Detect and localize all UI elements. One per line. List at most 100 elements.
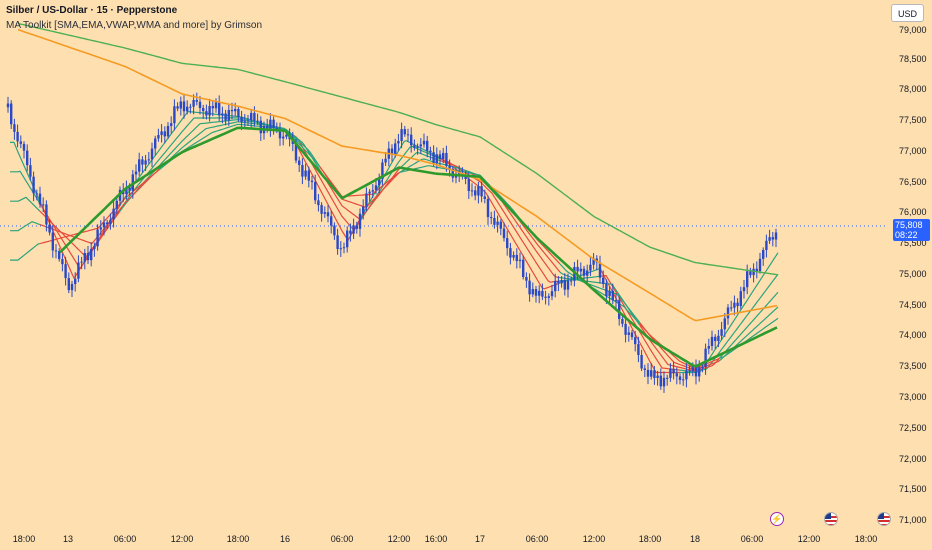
candle-body [755,268,758,272]
orange-ma-line [17,28,778,322]
candle-body [682,379,685,381]
candle-body [762,250,765,259]
candle-body [502,228,506,239]
candle-body [512,254,515,258]
candle-body [147,159,150,161]
candle-body [221,113,224,116]
us-flag-icon[interactable] [824,512,838,526]
ribbon-ma-line [559,271,601,289]
candle-body [474,190,477,196]
y-tick: 74,000 [899,330,927,340]
candle-body [339,248,342,250]
x-tick: 18 [689,534,701,544]
candle-body [301,165,304,177]
candle-body [67,278,70,291]
us-flag-icon[interactable] [877,512,891,526]
candle-body [518,259,522,262]
candle-body [653,370,656,379]
candle-body [528,280,531,295]
candle-body [730,307,733,309]
candle-body [522,259,525,277]
candle-body [378,178,381,186]
candle-body [435,154,438,163]
candle-body [675,373,678,377]
candle-body [138,159,141,172]
candle-body [694,366,698,377]
candle-body [10,103,13,125]
candle-body [541,290,544,297]
candle-body [202,108,205,112]
candle-body [445,152,448,166]
candle-body [598,262,602,278]
candle-body [550,291,554,297]
candle-body [13,124,16,132]
ribbon-ma-line [199,121,241,134]
candle-body [742,287,746,292]
ribbon-ma-line [10,170,41,204]
candle-body [390,148,394,155]
candle-body [733,302,736,308]
candle-body [646,369,650,377]
x-tick: 17 [474,534,486,544]
ribbon-ma-line [519,220,561,273]
candle-body [35,193,38,195]
candle-body [176,106,179,109]
y-tick: 76,000 [899,207,927,217]
candle-body [58,251,61,260]
x-tick: 12:00 [797,534,821,544]
ribbon-ma-line [10,141,41,202]
candle-body [624,323,627,335]
candle-body [557,280,560,284]
candle-body [669,368,672,378]
candle-body [416,146,419,148]
candle-body [685,370,688,380]
candle-body [285,134,288,137]
candle-body [86,252,90,261]
candle-body [80,261,83,263]
candle-body [586,270,589,276]
candle-body [547,296,550,298]
candle-body [234,108,237,112]
candle-body [42,204,45,206]
candle-body [525,276,528,281]
candle-body [272,119,275,128]
candle-body [96,229,99,247]
lightning-icon[interactable]: ⚡ [770,512,784,526]
indicator-label[interactable]: MA Toolkit [SMA,EMA,VWAP,WMA and more] b… [6,20,263,31]
candle-body [198,101,202,109]
candle-body [618,300,621,320]
candle-body [29,165,32,177]
candle-body [397,141,400,144]
candle-body [477,186,480,196]
candle-body [611,290,614,301]
ribbon-ma-line [719,297,761,352]
ribbon-ma-line [519,227,561,279]
candle-body [211,106,214,109]
candle-body [19,141,22,144]
candle-body [371,190,374,192]
candle-body [163,131,166,137]
candle-body [723,318,726,330]
candle-body [720,329,723,336]
y-tick: 79,000 [899,25,927,35]
candle-body [294,143,298,161]
candle-body [749,271,752,276]
candle-body [173,106,176,124]
candle-body [771,237,774,240]
candle-body [448,165,451,169]
y-tick: 74,500 [899,300,927,310]
candles [6,92,778,393]
ribbon-ma-line [519,236,561,283]
y-tick: 77,500 [899,115,927,125]
y-tick: 71,000 [899,515,927,525]
y-tick: 73,500 [899,361,927,371]
candle-body [166,125,170,137]
candle-body [384,158,387,163]
currency-button[interactable]: USD [891,4,924,22]
candle-body [698,367,701,377]
candle-body [74,278,77,284]
candle-body [746,271,749,288]
candle-body [707,346,710,349]
candle-body [150,148,154,160]
